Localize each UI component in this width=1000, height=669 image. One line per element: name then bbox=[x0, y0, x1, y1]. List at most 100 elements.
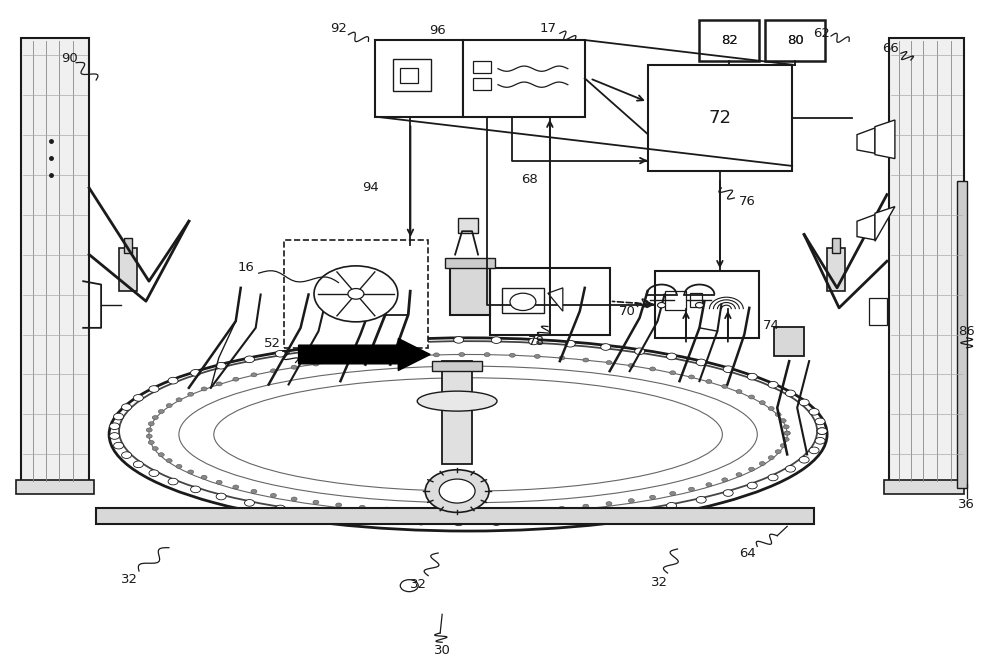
Circle shape bbox=[251, 490, 257, 493]
Circle shape bbox=[233, 377, 239, 381]
Circle shape bbox=[168, 478, 178, 485]
Bar bbox=[375, 40, 463, 116]
Circle shape bbox=[166, 459, 172, 463]
Circle shape bbox=[216, 382, 222, 386]
Circle shape bbox=[291, 365, 297, 369]
Circle shape bbox=[534, 508, 540, 512]
Circle shape bbox=[308, 346, 318, 353]
Text: 64: 64 bbox=[739, 547, 756, 559]
Circle shape bbox=[706, 483, 712, 486]
Text: 94: 94 bbox=[362, 181, 379, 195]
Circle shape bbox=[650, 495, 656, 499]
Circle shape bbox=[809, 409, 819, 415]
Circle shape bbox=[149, 386, 159, 392]
Bar bbox=[869, 298, 887, 324]
Circle shape bbox=[491, 518, 501, 525]
Circle shape bbox=[722, 478, 728, 482]
Circle shape bbox=[408, 354, 414, 358]
Circle shape bbox=[384, 355, 390, 359]
Polygon shape bbox=[857, 215, 875, 240]
Circle shape bbox=[176, 398, 182, 402]
Bar bbox=[774, 326, 804, 357]
Circle shape bbox=[628, 363, 634, 367]
Bar bbox=[690, 292, 702, 307]
Circle shape bbox=[510, 293, 536, 310]
Bar bbox=[432, 361, 482, 371]
Circle shape bbox=[244, 500, 254, 506]
Circle shape bbox=[696, 359, 706, 366]
Circle shape bbox=[188, 392, 194, 396]
Circle shape bbox=[815, 438, 825, 444]
Circle shape bbox=[114, 413, 124, 420]
Bar bbox=[957, 181, 967, 488]
Bar bbox=[21, 38, 89, 484]
Circle shape bbox=[628, 498, 634, 502]
Circle shape bbox=[110, 423, 120, 429]
Circle shape bbox=[188, 470, 194, 474]
Circle shape bbox=[216, 480, 222, 484]
Text: 74: 74 bbox=[763, 319, 780, 332]
Circle shape bbox=[815, 418, 825, 425]
Circle shape bbox=[454, 519, 464, 526]
Bar bbox=[665, 291, 686, 310]
Bar bbox=[450, 261, 490, 314]
Circle shape bbox=[408, 508, 414, 512]
Bar bbox=[655, 271, 759, 338]
Circle shape bbox=[343, 342, 353, 349]
Circle shape bbox=[658, 302, 666, 308]
Circle shape bbox=[343, 514, 353, 520]
Circle shape bbox=[768, 474, 778, 481]
Bar bbox=[473, 62, 491, 74]
Circle shape bbox=[768, 407, 774, 411]
Circle shape bbox=[799, 399, 809, 406]
Circle shape bbox=[216, 493, 226, 500]
Circle shape bbox=[775, 413, 781, 417]
Text: 36: 36 bbox=[958, 498, 975, 511]
Circle shape bbox=[559, 356, 565, 360]
Text: 68: 68 bbox=[522, 173, 538, 187]
Circle shape bbox=[313, 362, 319, 366]
Polygon shape bbox=[875, 207, 895, 242]
Circle shape bbox=[484, 510, 490, 514]
Text: 62: 62 bbox=[813, 27, 830, 40]
Circle shape bbox=[817, 427, 827, 434]
Text: 80: 80 bbox=[787, 34, 804, 47]
Circle shape bbox=[191, 486, 201, 492]
Text: 92: 92 bbox=[330, 21, 347, 35]
Bar bbox=[889, 38, 964, 484]
Circle shape bbox=[122, 404, 132, 410]
Bar bbox=[765, 20, 825, 62]
Circle shape bbox=[148, 421, 154, 425]
Circle shape bbox=[114, 442, 124, 449]
Text: 17: 17 bbox=[539, 21, 556, 35]
Circle shape bbox=[583, 358, 589, 362]
Circle shape bbox=[491, 337, 501, 343]
Circle shape bbox=[559, 506, 565, 510]
Circle shape bbox=[416, 337, 426, 344]
Circle shape bbox=[601, 512, 611, 518]
Text: 70: 70 bbox=[619, 304, 636, 318]
Circle shape bbox=[723, 366, 733, 373]
Circle shape bbox=[722, 385, 728, 389]
Text: 32: 32 bbox=[651, 576, 668, 589]
Bar bbox=[884, 480, 964, 494]
Circle shape bbox=[313, 500, 319, 504]
Text: 78: 78 bbox=[527, 334, 544, 348]
Circle shape bbox=[696, 496, 706, 503]
Circle shape bbox=[176, 464, 182, 468]
Circle shape bbox=[509, 353, 515, 357]
Circle shape bbox=[459, 353, 465, 357]
Circle shape bbox=[244, 356, 254, 363]
Circle shape bbox=[565, 341, 575, 347]
Circle shape bbox=[146, 428, 152, 432]
Circle shape bbox=[433, 353, 439, 357]
Circle shape bbox=[433, 509, 439, 513]
Bar bbox=[393, 59, 431, 91]
Circle shape bbox=[379, 339, 389, 346]
Circle shape bbox=[565, 515, 575, 522]
Circle shape bbox=[759, 401, 765, 405]
Polygon shape bbox=[548, 288, 563, 311]
Circle shape bbox=[146, 434, 152, 438]
Circle shape bbox=[784, 431, 790, 435]
Circle shape bbox=[768, 456, 774, 460]
